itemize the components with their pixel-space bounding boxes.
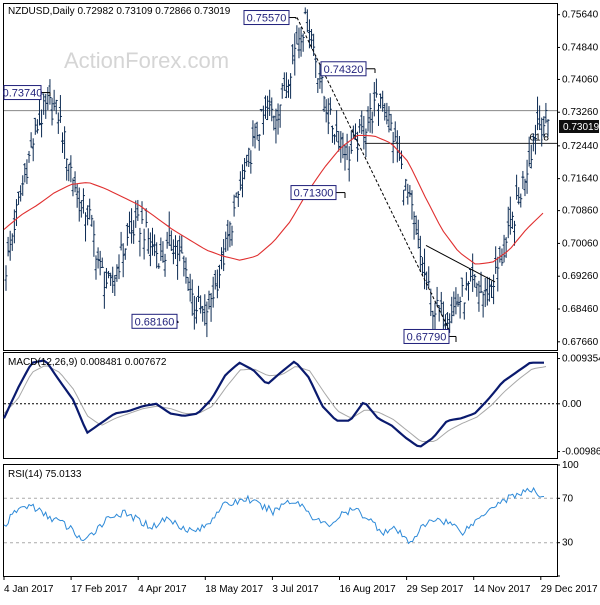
rsi-plot [3,486,557,545]
rsi-axis-label: 100 [562,460,579,471]
price-axis-label: 0.73260 [562,107,599,118]
macd-plot [3,359,557,448]
date-axis-label: 14 Nov 2017 [474,584,531,595]
callout-box [403,328,450,344]
axes: 0.75640 0.74840 0.74060 0.73260 0.72440 0.716… [3,10,600,595]
dashed-trendline [296,17,451,333]
date-axis-label: 4 Jan 2017 [4,584,54,595]
callout-label: 0.68160 [135,316,175,328]
macd-signal-line [3,365,547,442]
date-axis-label: 16 Aug 2017 [340,584,397,595]
price-axis-label: 0.70860 [562,206,599,217]
rsi-header: RSI(14) 75.0133 [8,469,82,480]
price-header: NZDUSD,Daily 0.72982 0.73109 0.72866 0.7… [8,6,231,17]
price-axis-label: 0.68460 [562,304,599,315]
callout-label: 0.67790 [407,331,447,343]
macd-axis-label: 0.00 [562,399,582,410]
price-callouts: 0.73740 0.68160 0.75570 0.74320 0.71300 0.677… [3,10,457,344]
callout-box [131,313,178,329]
date-axis-label: 29 Dec 2017 [541,584,598,595]
callout-label: 0.73740 [3,88,43,100]
current-price-marker [559,120,599,133]
price-axis-label: 0.69260 [562,271,599,282]
solid-trendline [425,245,496,283]
price-axis-label: 0.72440 [562,141,599,152]
rsi-axis-label: 30 [562,538,574,549]
callout-label: 0.75570 [247,13,287,25]
callout-box [243,10,290,26]
price-axis-label: 0.67660 [562,337,599,348]
callout-box [3,85,42,101]
macd-axis-label: -0.009868 [562,447,600,458]
macd-line [3,359,544,448]
current-price-label: 0.73019 [563,122,600,133]
date-axis-label: 4 Apr 2017 [138,584,187,595]
callout-box [290,185,337,201]
macd-axis-label: 0.009354 [562,354,600,365]
moving-average-line [3,134,544,265]
rsi-panel-frame [3,464,558,577]
date-axis-label: 17 Feb 2017 [71,584,128,595]
price-axis-label: 0.71640 [562,174,599,185]
price-axis-label: 0.70060 [562,238,599,249]
fib-level-label: 61.8 [530,132,550,143]
watermark: ActionForex.com [64,48,229,73]
callout-box [320,61,367,77]
macd-panel-frame [3,352,558,459]
price-axis-label: 0.74060 [562,74,599,85]
price-plot: 61.8 [3,7,557,341]
price-axis-label: 0.74840 [562,42,599,53]
macd-header: MACD(12,26,9) 0.008481 0.007672 [8,357,167,368]
callout-label: 0.74320 [324,64,364,76]
rsi-axis-label: 70 [562,493,574,504]
price-panel-frame [3,3,558,351]
date-axis-label: 3 Jul 2017 [272,584,319,595]
price-axis-label: 0.75640 [562,10,599,21]
callout-label: 0.71300 [294,188,334,200]
rsi-line [3,486,545,545]
date-axis-label: 18 May 2017 [205,584,263,595]
date-axis-label: 29 Sep 2017 [407,584,464,595]
